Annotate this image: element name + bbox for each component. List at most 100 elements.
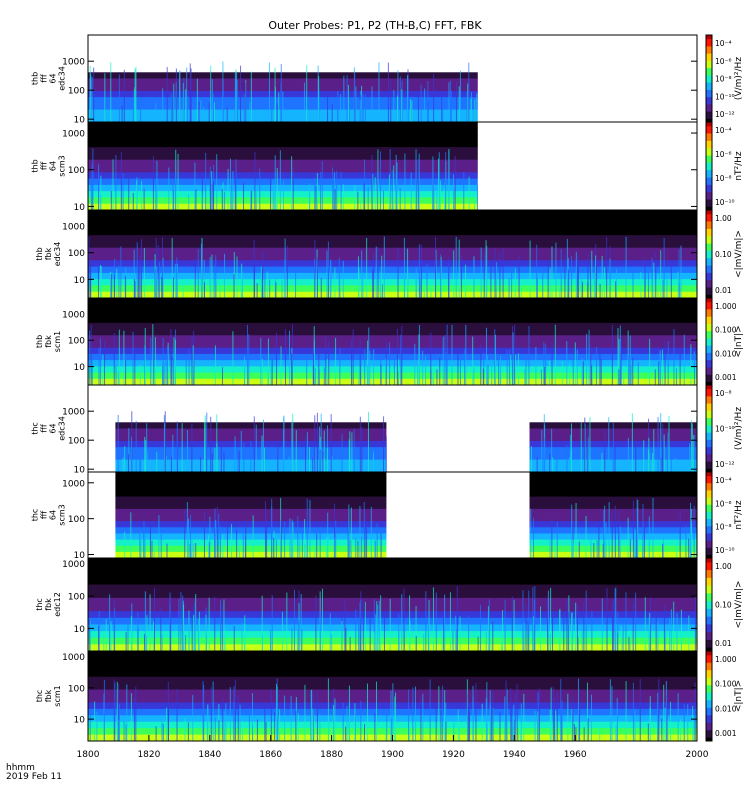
- spectral-streak: [364, 94, 366, 122]
- spectral-streak: [216, 443, 218, 472]
- panel-label-line: 64: [49, 423, 58, 433]
- colorbar-segment: [706, 129, 712, 132]
- spectral-streak: [483, 253, 485, 298]
- colorbar-segment: [706, 217, 712, 220]
- colorbar-segment: [706, 450, 712, 453]
- spectral-streak: [206, 412, 208, 472]
- spectral-streak: [670, 266, 672, 298]
- spectral-streak: [552, 686, 554, 741]
- spectral-streak: [333, 705, 335, 741]
- spectral-streak: [504, 599, 506, 651]
- spectral-streak: [415, 686, 417, 741]
- spectral-streak: [243, 94, 245, 122]
- colorbar-segment: [706, 105, 712, 108]
- spectral-streak: [513, 704, 515, 741]
- spectral-band: [529, 545, 697, 553]
- spectral-streak: [188, 349, 190, 385]
- y-tick-label: 100: [68, 249, 85, 259]
- spectral-streak: [568, 269, 570, 298]
- colorbar-tick-label: 10⁻⁶: [715, 150, 732, 159]
- spectral-streak: [553, 697, 555, 741]
- spectral-streak: [274, 712, 276, 741]
- spectral-streak: [332, 167, 334, 210]
- spectral-streak: [188, 193, 190, 210]
- spectral-streak: [514, 268, 516, 298]
- colorbar-segment: [706, 116, 712, 119]
- spectral-streak: [319, 526, 321, 558]
- colorbar-segment: [706, 606, 712, 609]
- spectral-streak: [436, 369, 438, 385]
- spectral-streak: [420, 84, 422, 122]
- spectral-streak: [396, 162, 398, 210]
- spectral-streak: [154, 588, 156, 651]
- colorbar-segment: [706, 210, 712, 213]
- spectral-streak: [649, 612, 651, 651]
- panel-label-line: thb: [31, 72, 40, 85]
- spectral-streak: [345, 627, 347, 651]
- spectral-streak: [560, 248, 562, 298]
- colorbar-segment: [706, 243, 712, 246]
- spectral-streak: [149, 594, 151, 651]
- spectral-streak: [213, 264, 215, 298]
- spectral-band: [115, 515, 387, 522]
- spectral-streak: [348, 84, 350, 122]
- colorbar-tick-label: 10⁻¹⁰: [715, 92, 735, 101]
- spectral-streak: [498, 355, 500, 385]
- spectral-streak: [133, 698, 135, 741]
- colorbar-segment: [706, 184, 712, 187]
- colorbar-segment: [706, 257, 712, 260]
- spectral-band: [115, 496, 387, 504]
- colorbar-segment: [706, 581, 712, 584]
- spectral-streak: [490, 624, 492, 651]
- colorbar-segment: [706, 140, 712, 143]
- spectral-band: [88, 279, 697, 286]
- spectral-streak: [144, 536, 146, 558]
- panel-label: thc fbk scm1: [35, 685, 62, 706]
- spectral-streak: [326, 250, 328, 298]
- spectral-streak: [547, 590, 549, 651]
- colorbar-segment: [706, 651, 712, 654]
- spectral-streak: [551, 428, 553, 472]
- y-tick-label: 10: [74, 625, 86, 635]
- colorbar-segment: [706, 166, 712, 169]
- spectral-streak: [367, 411, 369, 472]
- colorbar-segment: [706, 69, 712, 72]
- spectral-streak: [200, 456, 202, 472]
- spectral-streak: [430, 279, 432, 298]
- spectral-streak: [429, 679, 431, 741]
- spectral-streak: [371, 86, 373, 122]
- spectral-streak: [265, 722, 267, 741]
- spectral-streak: [549, 453, 551, 472]
- spectral-band: [88, 558, 697, 566]
- colorbar-segment: [706, 366, 712, 370]
- colorbar-segment: [706, 390, 712, 393]
- spectral-streak: [556, 457, 558, 472]
- colorbar-segment: [706, 620, 712, 623]
- spectral-streak: [642, 543, 644, 558]
- colorbar-segment: [706, 237, 712, 240]
- spectral-streak: [334, 503, 336, 558]
- spectral-streak: [480, 604, 482, 651]
- colorbar-segment: [706, 554, 712, 557]
- spectral-streak: [122, 457, 124, 472]
- colorbar-segment: [706, 575, 712, 578]
- spectral-streak: [295, 429, 297, 472]
- spectral-band: [88, 617, 697, 625]
- spectral-band: [88, 166, 478, 173]
- spectral-streak: [98, 348, 100, 385]
- spectral-streak: [155, 726, 157, 741]
- spectral-streak: [155, 180, 157, 210]
- spectral-streak: [201, 195, 203, 210]
- spectral-streak: [273, 184, 275, 210]
- colorbar-segment: [706, 228, 712, 231]
- colorbar-segment: [706, 473, 712, 477]
- spectral-streak: [291, 324, 293, 385]
- spectral-streak: [162, 338, 164, 385]
- spectral-streak: [587, 424, 589, 472]
- spectral-streak: [89, 65, 91, 122]
- spectral-streak: [139, 448, 141, 472]
- spectral-streak: [369, 618, 371, 651]
- spectral-streak: [370, 506, 372, 558]
- spectral-streak: [235, 69, 237, 122]
- spectral-streak: [284, 329, 286, 385]
